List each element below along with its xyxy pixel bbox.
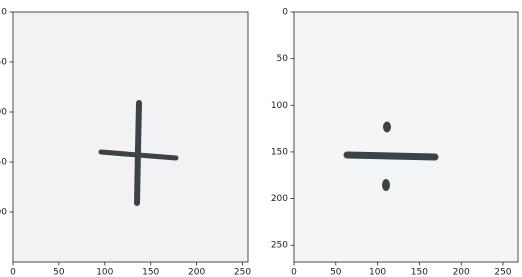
y-tick-label: 0 <box>282 8 288 18</box>
x-tick-label: 100 <box>96 268 113 277</box>
y-tick-label: 200 <box>0 208 7 218</box>
y-tick-label: 100 <box>271 101 288 111</box>
x-tick-label: 50 <box>330 268 342 277</box>
image-plus <box>13 12 248 262</box>
y-tick-label: 150 <box>271 147 288 157</box>
x-tick-label: 150 <box>411 268 428 277</box>
x-tick-label: 250 <box>234 268 251 277</box>
x-tick-label: 250 <box>494 268 511 277</box>
figure: 0 50 100 150 200 250 0 50 100 150 200 0 50 100 150 200 2… <box>0 0 522 277</box>
y-tick-label: 250 <box>271 241 288 251</box>
x-tick-label: 50 <box>53 268 65 277</box>
y-tick-label: 150 <box>0 158 7 168</box>
y-tick-label: 50 <box>0 58 7 68</box>
y-tick-label: 0 <box>1 8 7 18</box>
x-tick-label: 200 <box>453 268 470 277</box>
x-tick-label: 0 <box>291 268 297 277</box>
x-tick-label: 200 <box>188 268 205 277</box>
x-tick-label: 0 <box>10 268 16 277</box>
y-tick-label: 100 <box>0 108 7 118</box>
image-divide <box>294 12 518 262</box>
image-area <box>13 12 248 262</box>
y-tick-label: 200 <box>271 194 288 204</box>
y-tick-label: 50 <box>277 54 289 64</box>
image-area <box>294 12 518 262</box>
x-tick-label: 100 <box>369 268 386 277</box>
x-tick-label: 150 <box>142 268 159 277</box>
